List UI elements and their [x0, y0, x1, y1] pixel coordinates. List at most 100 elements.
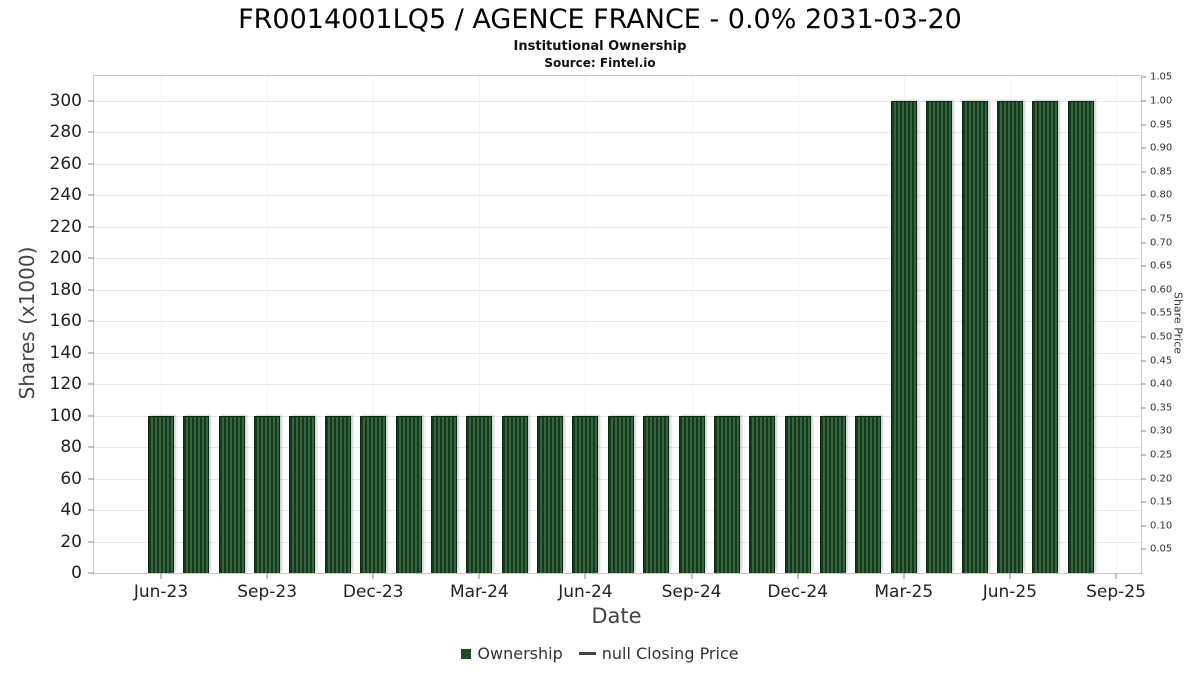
y2-axis-tick [1141, 265, 1146, 267]
x-axis-tick-label: Dec-23 [342, 582, 404, 602]
ownership-bar-Feb-25 [855, 415, 882, 573]
y-axis-tick [88, 415, 94, 417]
y-axis-tick-label: 140 [49, 342, 82, 363]
y2-axis-tick-label: 0.05 [1150, 543, 1173, 555]
y-axis-tick [88, 131, 94, 133]
x-axis-tick [372, 573, 374, 579]
x-axis-tick-label: Jun-25 [982, 582, 1038, 602]
y2-axis-tick [1141, 336, 1146, 338]
ownership-bar-Jun-24 [572, 415, 599, 573]
y-axis-tick [88, 320, 94, 322]
y2-axis-tick [1141, 242, 1146, 244]
y2-axis-tick-label: 0.80 [1150, 189, 1173, 201]
y-axis-label: Shares (x1000) [15, 246, 39, 400]
y-axis-tick [88, 572, 94, 574]
legend: Ownership null Closing Price [0, 644, 1200, 663]
y2-axis-tick [1141, 100, 1146, 102]
ownership-bar-Oct-24 [713, 415, 740, 573]
legend-label: null Closing Price [601, 644, 739, 663]
ownership-bar-Dec-23 [360, 415, 387, 573]
x-axis-tick-label: Jun-24 [558, 582, 613, 602]
y-axis-tick-label: 300 [49, 91, 82, 111]
y-axis-tick [88, 194, 94, 196]
y2-axis-tick-label: 0.70 [1150, 237, 1173, 249]
y-axis-tick-label: 0 [71, 563, 82, 583]
y2-axis-tick [1141, 525, 1146, 527]
y-axis-tick [88, 352, 94, 354]
h-gridline [94, 163, 1141, 165]
ownership-bar-Jan-24 [395, 415, 422, 573]
y-axis-tick [88, 257, 94, 259]
y-axis-tick-label: 100 [49, 405, 82, 426]
y2-axis-tick [1141, 289, 1146, 291]
y-axis-tick-label: 120 [49, 374, 82, 395]
ownership-bar-Jun-25 [996, 101, 1023, 573]
chart-title: FR0014001LQ5 / AGENCE FRANCE - 0.0% 2031… [238, 4, 962, 35]
ownership-bar-Jul-24 [607, 415, 634, 573]
y-axis-tick [88, 226, 94, 228]
h-gridline [94, 132, 1141, 134]
legend-item-ownership[interactable]: Ownership [461, 644, 563, 663]
legend-label: Ownership [477, 644, 563, 663]
y-axis-tick-label: 220 [49, 216, 82, 237]
x-axis-tick-label: Sep-25 [1086, 582, 1146, 602]
y2-axis-tick [1141, 478, 1146, 480]
x-axis-tick-label: Mar-25 [874, 582, 934, 602]
y2-axis-label: Share Price [1171, 291, 1185, 355]
x-axis-tick [584, 573, 586, 579]
h-gridline [94, 352, 1141, 354]
ownership-bar-Mar-24 [466, 415, 493, 573]
y2-axis-tick-label: 0.90 [1150, 142, 1173, 154]
legend-dash-marker-icon [578, 652, 596, 655]
y2-axis-tick [1141, 218, 1146, 220]
y2-axis-tick-label: 0.40 [1150, 378, 1173, 390]
y-axis-tick [88, 100, 94, 102]
ownership-bar-Aug-25 [1067, 101, 1094, 573]
y2-axis-tick [1141, 124, 1146, 126]
y2-axis-tick-label: 0.35 [1150, 402, 1173, 414]
legend-item-null-closing-price[interactable]: null Closing Price [578, 644, 739, 663]
y2-axis-tick [1141, 312, 1146, 314]
x-axis-tick-label: Jun-23 [133, 582, 189, 602]
ownership-bar-Aug-23 [218, 415, 245, 573]
y2-axis-tick-label: 1.05 [1150, 71, 1173, 83]
y2-axis-tick-label: 0.65 [1150, 260, 1173, 272]
y2-axis-tick-label: 0.15 [1150, 496, 1173, 508]
y2-axis-tick-label: 0.25 [1150, 449, 1173, 461]
y2-axis-tick [1141, 548, 1146, 550]
h-gridline [94, 321, 1141, 323]
y-axis-tick-label: 60 [60, 468, 82, 489]
v-gridline [1115, 76, 1117, 573]
ownership-bar-Aug-24 [643, 415, 670, 573]
y-axis-tick [88, 289, 94, 291]
v-gridline [691, 76, 693, 573]
x-axis-tick-label: Mar-24 [449, 582, 509, 602]
ownership-bar-Sep-23 [254, 415, 281, 573]
ownership-bar-Oct-23 [289, 415, 316, 573]
ownership-bar-Feb-24 [430, 415, 457, 573]
y2-axis-tick-label: 0.50 [1150, 331, 1173, 343]
y2-axis-tick [1141, 360, 1146, 362]
ownership-bar-Jul-23 [183, 415, 210, 573]
y-axis-tick [88, 446, 94, 448]
ownership-bar-Jul-25 [1032, 101, 1059, 573]
x-axis-tick [160, 573, 162, 579]
ownership-bar-Sep-24 [678, 415, 705, 573]
y2-axis-tick [1141, 76, 1146, 78]
h-gridline [94, 289, 1141, 291]
v-gridline [267, 76, 269, 573]
y2-axis-tick-label: 0.10 [1150, 520, 1173, 532]
ownership-bar-Nov-23 [324, 415, 351, 573]
v-gridline [585, 76, 587, 573]
y2-axis-tick [1141, 171, 1146, 173]
v-gridline [797, 76, 799, 573]
y2-axis-tick-label: 0.20 [1150, 473, 1173, 485]
y2-axis-tick-label: 0.60 [1150, 284, 1173, 296]
x-axis-tick-label: Sep-24 [661, 582, 722, 602]
ownership-bar-May-25 [961, 101, 988, 573]
x-axis-tick [797, 573, 799, 579]
y-axis-tick [88, 383, 94, 385]
y2-axis-tick [1141, 430, 1146, 432]
y-axis-tick [88, 509, 94, 511]
